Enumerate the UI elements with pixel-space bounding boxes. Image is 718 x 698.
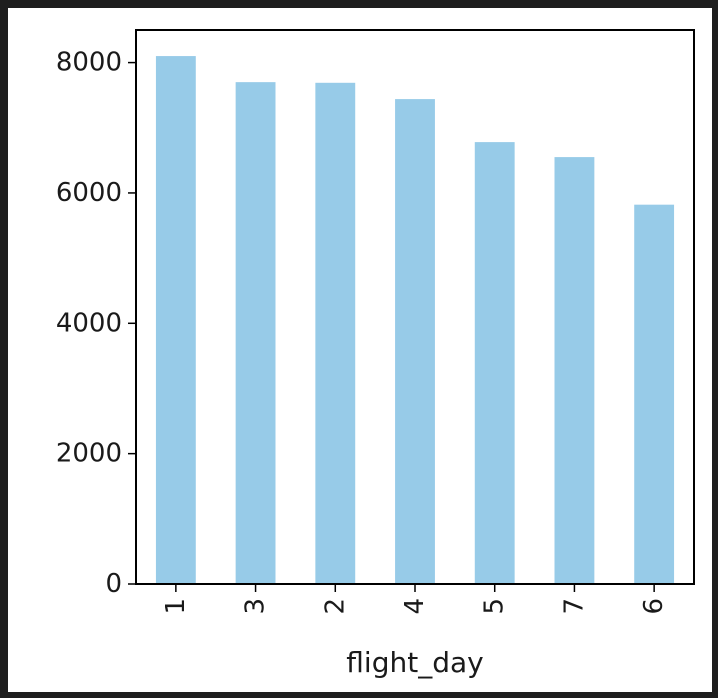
x-tick-label: 6 xyxy=(639,598,669,615)
x-axis-label: flight_day xyxy=(346,646,483,679)
chart-canvas: 0 2000 4000 6000 8000 1 3 2 4 5 7 6 flight_day xyxy=(8,8,712,692)
y-tick-label: 6000 xyxy=(56,178,122,208)
y-axis: 0 2000 4000 6000 8000 xyxy=(56,48,136,599)
y-tick-label: 4000 xyxy=(56,308,122,338)
bar-4 xyxy=(395,99,435,584)
x-axis: 1 3 2 4 5 7 6 xyxy=(161,584,669,615)
x-tick-label: 1 xyxy=(161,598,191,615)
y-tick-label: 0 xyxy=(105,569,122,599)
x-tick-label: 4 xyxy=(400,598,430,615)
y-tick-label: 8000 xyxy=(56,48,122,78)
x-tick-label: 2 xyxy=(320,598,350,615)
bar-1 xyxy=(155,56,196,585)
x-tick-label: 7 xyxy=(559,598,589,615)
plot-frame xyxy=(135,29,695,585)
bar-7 xyxy=(554,157,595,584)
y-tick-label: 2000 xyxy=(56,439,122,469)
bar-3 xyxy=(235,82,276,584)
x-tick-label: 5 xyxy=(480,598,510,615)
bar-5 xyxy=(474,142,515,585)
bar-2 xyxy=(315,82,356,584)
x-tick-label: 3 xyxy=(241,598,271,615)
bar-6 xyxy=(634,204,675,584)
bars-group xyxy=(155,56,675,585)
bar-chart: 0 2000 4000 6000 8000 1 3 2 4 5 7 6 flight_day xyxy=(56,29,695,679)
